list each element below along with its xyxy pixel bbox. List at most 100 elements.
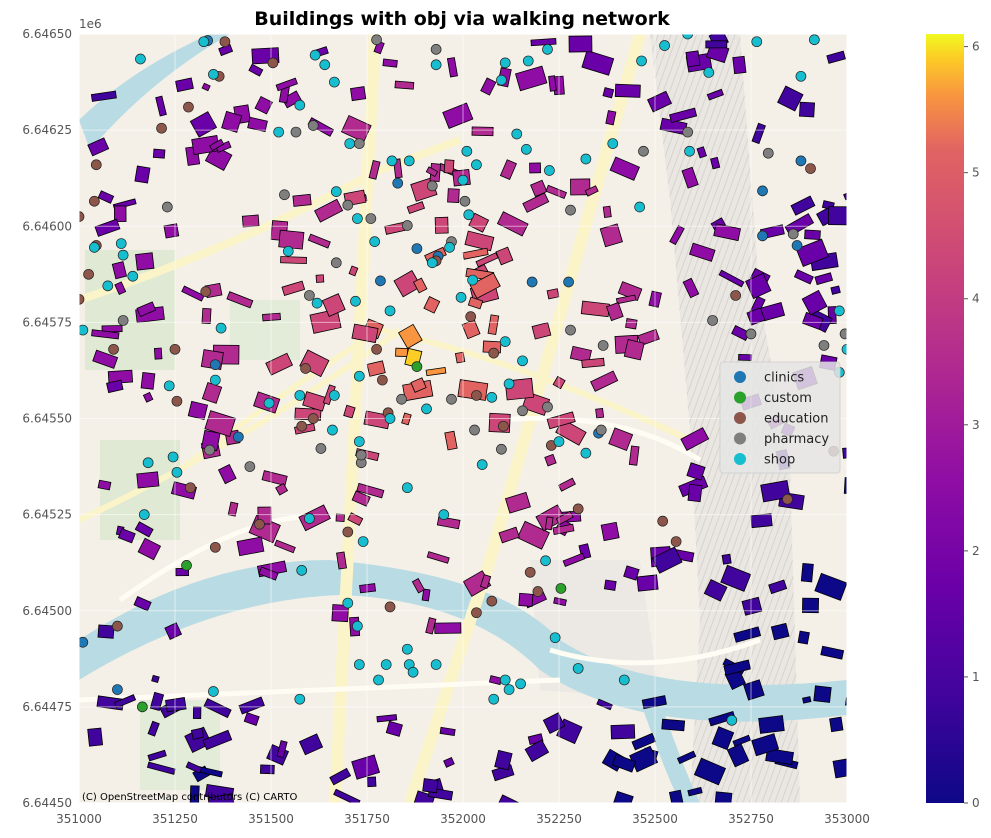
- pharmacy-point: [365, 213, 377, 224]
- building-footprint: [687, 786, 703, 797]
- shop-point: [353, 659, 365, 670]
- shop-point: [342, 597, 354, 609]
- building-footprint: [443, 159, 455, 174]
- education-point: [670, 536, 682, 547]
- building-footprint: [843, 186, 847, 201]
- building-footprint: [732, 734, 751, 747]
- building-footprint: [142, 391, 154, 403]
- shop-point: [471, 159, 482, 171]
- building-footprint: [134, 521, 154, 538]
- building-footprint: [628, 445, 640, 466]
- shop-point: [138, 509, 150, 520]
- building-footprint: [204, 410, 236, 438]
- education-point: [307, 413, 319, 424]
- building-footprint: [411, 578, 425, 594]
- building-footprint: [137, 537, 162, 561]
- building-footprint: [625, 318, 638, 330]
- building-footprint: [276, 740, 288, 758]
- shop-point: [430, 659, 442, 670]
- shop-point: [580, 153, 592, 165]
- building-footprint: [842, 445, 847, 459]
- pharmacy-point: [430, 44, 442, 55]
- building-footprint: [444, 430, 458, 451]
- education-point: [342, 526, 354, 538]
- shop-point: [209, 374, 221, 386]
- colorbar-tick-label: 5: [972, 166, 980, 180]
- shop-point: [488, 693, 500, 705]
- building-footprint: [87, 727, 104, 747]
- education-point: [83, 268, 94, 280]
- shop-point: [142, 457, 154, 469]
- building-footprint: [258, 566, 279, 581]
- shop-point: [636, 55, 647, 67]
- shop-point: [553, 436, 565, 447]
- building-footprint: [447, 188, 460, 203]
- pharmacy-point: [204, 444, 215, 456]
- shop-point: [353, 436, 365, 447]
- building-footprint: [611, 753, 637, 773]
- building-footprint: [368, 159, 381, 180]
- y-tick-label: 6.64475: [22, 700, 72, 714]
- shop-point: [215, 322, 227, 334]
- building-footprint: [545, 184, 567, 200]
- plot-area: [78, 33, 848, 804]
- education-point: [805, 163, 816, 174]
- education-point: [782, 493, 793, 505]
- building-footprint: [689, 242, 716, 262]
- education-point: [532, 586, 544, 597]
- building-footprint: [797, 630, 810, 645]
- legend-label-pharmacy: pharmacy: [764, 432, 829, 447]
- education-point: [108, 343, 119, 355]
- building-footprint: [802, 696, 812, 704]
- custom-point: [181, 560, 192, 571]
- clinics-point: [209, 359, 221, 371]
- building-footprint: [826, 50, 846, 64]
- building-footprint: [333, 788, 361, 803]
- building-footprint: [790, 195, 816, 216]
- building-footprint: [359, 583, 377, 594]
- clinics-point: [795, 155, 807, 167]
- building-footprint: [410, 377, 427, 393]
- education-point: [377, 374, 388, 386]
- building-footprint: [201, 307, 212, 325]
- building-footprint: [117, 528, 136, 544]
- colorbar-tick-label: 4: [972, 292, 980, 306]
- education-point: [254, 518, 265, 530]
- building-footprint: [495, 794, 520, 803]
- shop-point: [380, 659, 392, 670]
- building-footprint: [751, 122, 766, 145]
- building-footprint: [793, 269, 814, 285]
- shop-point: [127, 270, 139, 282]
- building-footprint: [385, 720, 403, 737]
- building-footprint: [259, 764, 275, 775]
- building-footprint: [705, 40, 728, 49]
- building-footprint: [393, 270, 422, 298]
- x-tick-label: 352000: [440, 812, 486, 826]
- shop-point: [522, 55, 534, 67]
- education-point: [183, 101, 194, 113]
- education-point: [488, 347, 500, 359]
- building-footprint: [623, 339, 645, 361]
- building-footprint: [87, 137, 110, 157]
- building-footprint: [135, 252, 155, 271]
- points-layer: [79, 34, 847, 726]
- shop-point: [352, 213, 363, 224]
- building-footprint: [398, 323, 423, 350]
- building-footprint: [299, 349, 330, 378]
- shop-point: [344, 138, 356, 149]
- building-footprint: [147, 749, 167, 762]
- shop-point: [467, 274, 478, 286]
- building-footprint: [329, 767, 352, 786]
- building-footprint: [425, 366, 447, 377]
- building-footprint: [686, 462, 706, 481]
- building-footprint: [425, 166, 439, 178]
- building-footprint: [314, 198, 344, 223]
- custom-point: [137, 701, 148, 713]
- building-footprint: [828, 206, 847, 226]
- pharmacy-point: [542, 401, 553, 413]
- shop-point: [841, 343, 847, 355]
- building-footprint: [422, 778, 439, 794]
- x-tick-label: 351250: [152, 812, 198, 826]
- building-footprint: [516, 520, 550, 550]
- shop-point: [198, 36, 210, 48]
